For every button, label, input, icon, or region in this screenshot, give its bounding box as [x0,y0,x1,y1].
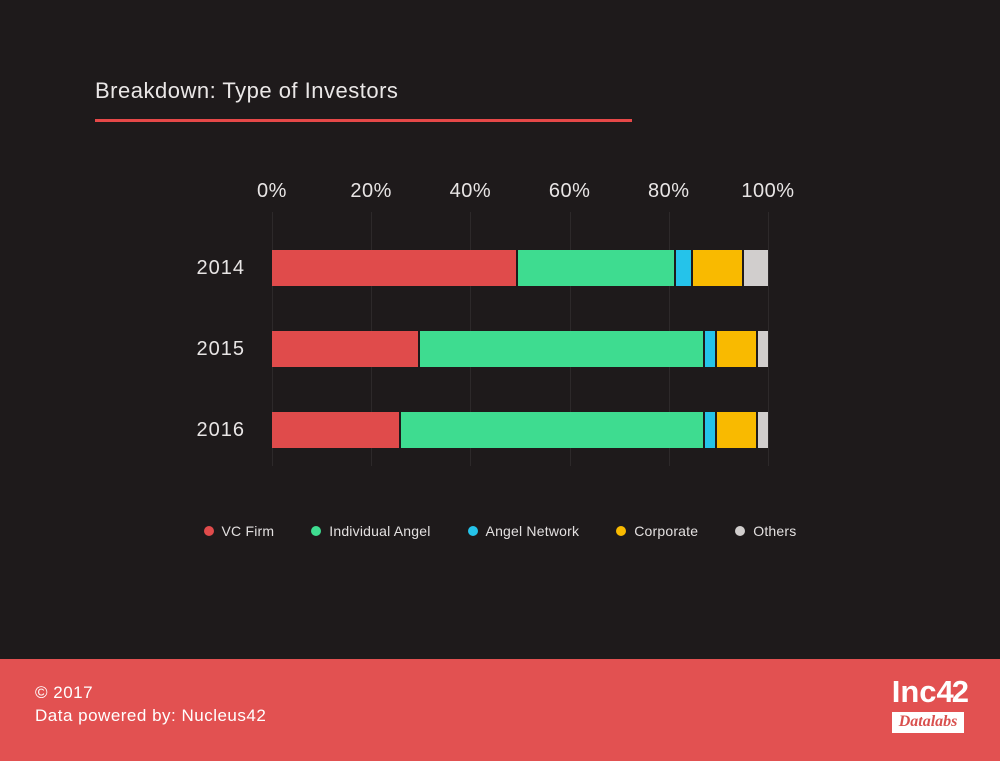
legend-dot [311,526,322,536]
legend-label: Individual Angel [329,523,431,539]
legend-dot [735,526,746,536]
bar-segment-corporate [692,250,742,286]
copyright-text: © 2017 [35,683,94,702]
category-label: 2014 [196,257,245,279]
bar-segment-individual-angel [420,331,704,367]
powered-by-text: Data powered by: Nucleus42 [35,706,267,725]
gridline [768,212,769,466]
x-tick-label: 60% [548,180,591,202]
legend-dot [467,526,478,536]
bar-row: 2016 [197,412,768,448]
bar-row: 2015 [197,331,768,367]
legend-item: Angel Network [467,523,580,539]
footer-text: © 2017 Data powered by: Nucleus42 [35,681,266,727]
x-tick-label: 0% [257,180,287,202]
x-tick-label: 20% [350,180,392,202]
category-label: 2015 [196,338,245,360]
legend-label: VC Firm [221,523,275,539]
stacked-bar [272,331,768,367]
bar-segment-others [743,250,768,286]
bar-row: 2014 [197,250,768,286]
legend-item: Others [735,523,796,539]
inc42-logo-wordmark: Inc42 [891,674,970,709]
stacked-bar [272,412,768,448]
bar-segment-vc-firm [272,250,516,286]
legend-label: Angel Network [485,523,580,539]
bar-segment-individual-angel [400,412,704,448]
chart-title: Breakdown: Type of Investors [95,78,399,103]
legend-item: VC Firm [203,523,275,539]
x-axis: 0% 20% 40% 60% 80% 100% [257,180,794,204]
logo-brand-text: Inc [891,674,937,709]
legend-item: Individual Angel [311,523,430,539]
x-tick-label: 100% [741,180,795,202]
title-underline [95,119,632,122]
bar-segment-others [758,412,768,448]
x-tick-label: 40% [449,180,492,202]
legend-dot [616,526,627,536]
bar-segment-individual-angel [518,250,675,286]
bar-segment-angel-network [676,250,691,286]
bar-rows: 2014 2015 2016 [197,250,768,493]
legend-label: Corporate [634,523,699,539]
datalabs-badge: Datalabs [891,711,965,733]
logo-number-text: 42 [936,674,970,709]
bar-segment-corporate [717,331,757,367]
footer: © 2017 Data powered by: Nucleus42 Inc42 … [0,659,1000,761]
bar-segment-angel-network [705,412,716,448]
bar-segment-vc-firm [272,412,399,448]
legend-dot [203,526,214,536]
inc42-logo: Inc42 Datalabs [891,674,970,733]
bar-segment-corporate [717,412,757,448]
legend: VC Firm Individual Angel Angel Network Corp… [0,519,1000,543]
stacked-bar [272,250,768,286]
category-label: 2016 [196,419,245,441]
legend-item: Corporate [616,523,698,539]
bar-segment-angel-network [705,331,716,367]
legend-label: Others [753,523,797,539]
bar-segment-others [758,331,768,367]
bar-segment-vc-firm [272,331,419,367]
x-tick-label: 80% [648,180,690,202]
